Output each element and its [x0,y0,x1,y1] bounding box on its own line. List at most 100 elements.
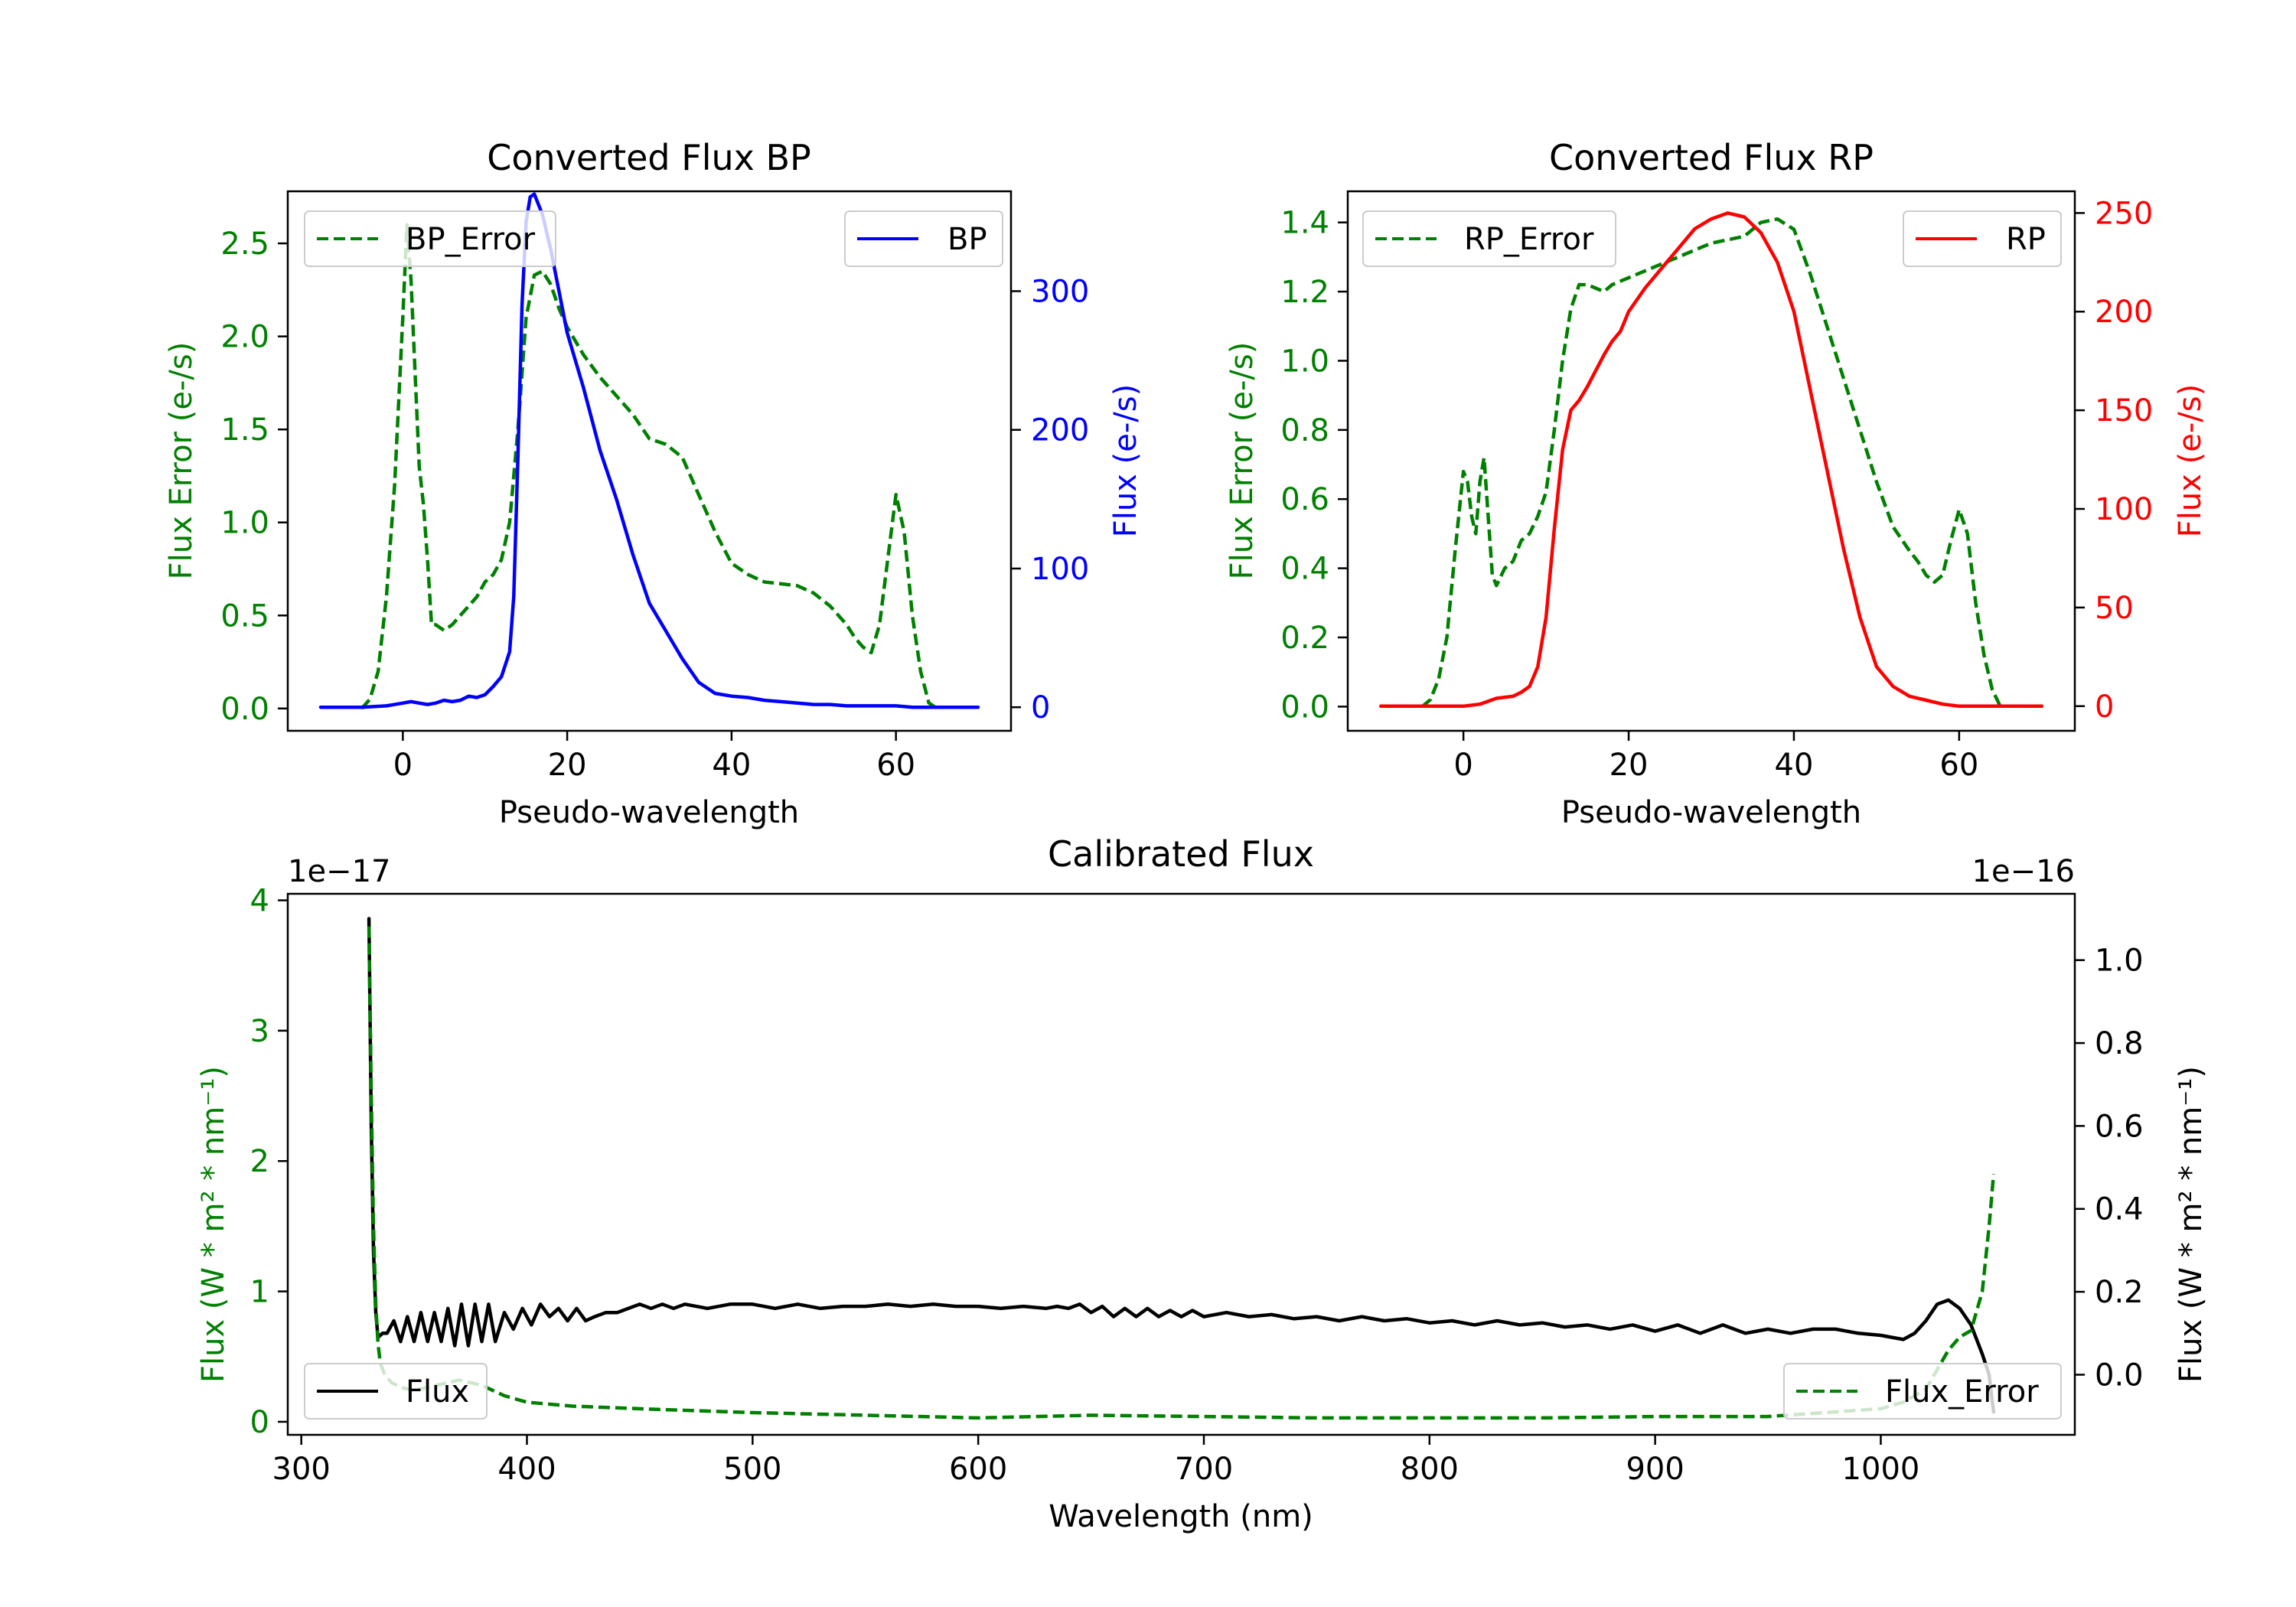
rp-y-ticks-right: 0 50 100 150 200 250 [2075,196,2153,725]
bp-legend-right: BP [844,210,1003,267]
rp-y-left-tick-label: 1.0 [1280,344,1329,379]
rp-y-left-tick-label: 1.4 [1280,206,1329,241]
cal-x-tick-label: 300 [272,1452,331,1487]
bp-x-tick-label: 60 [876,748,915,783]
rp-y-right-tick-label: 150 [2095,393,2153,429]
bp-series [318,192,980,710]
rp-y-right-tick-label: 50 [2095,591,2134,626]
rp-x-tick-label: 20 [1609,748,1649,783]
rp-y-left-tick-label: 0.4 [1280,552,1329,587]
rp-y-left-tick-label: 0.2 [1280,621,1329,656]
rp-series-rp [1378,211,2044,709]
rp-x-tick-label: 60 [1939,748,1978,783]
cal-y-left-tick-label: 3 [250,1014,269,1049]
bp-x-tick-label: 40 [712,748,751,783]
cal-y-right-tick-label: 0.6 [2095,1109,2144,1144]
rp-y-right-tick-label: 250 [2095,196,2153,231]
bp-y-left-tick-label: 0.5 [220,598,269,634]
cal-plot-frame [286,892,2076,1436]
cal-y-left-tick-label: 0 [250,1405,269,1440]
cal-y-ticks-right: 0.0 0.2 0.4 0.6 0.8 1.0 [2075,944,2144,1393]
rp-series-rp-error [1420,217,2002,709]
cal-x-tick-label: 1000 [1842,1452,1920,1487]
rp-chart: Converted Flux RP Pseudo-wavelength Flux… [1225,137,2208,830]
cal-y-ticks-left: 0 1 2 3 4 [250,884,288,1440]
bp-y-left-tick-label: 1.0 [220,506,269,541]
cal-title: Calibrated Flux [1048,833,1314,875]
rp-legend-right-box [1903,210,2062,267]
cal-y-right-tick-label: 0.4 [2095,1192,2144,1227]
rp-legend-left-box [1362,210,1616,267]
bp-legend-left: BP_Error [304,210,556,267]
bp-ylabel-right: Flux (e-/s) [1108,384,1143,537]
bp-y-ticks-left: 0.0 0.5 1.0 1.5 2.0 2.5 [220,227,288,727]
bp-ylabel-left: Flux Error (e-/s) [164,342,199,580]
bp-x-tick-label: 0 [393,748,413,783]
bp-x-ticks: 0 20 40 60 [393,731,915,783]
cal-x-tick-label: 900 [1626,1452,1684,1487]
cal-y-right-tick-label: 0.8 [2095,1026,2144,1061]
rp-ylabel-right: Flux (e-/s) [2173,384,2208,537]
rp-x-tick-label: 40 [1775,748,1814,783]
bp-xlabel: Pseudo-wavelength [499,795,799,830]
cal-y-left-tick-label: 4 [250,884,269,919]
bp-legend-left-box [304,210,556,267]
rp-xlabel: Pseudo-wavelength [1561,795,1861,830]
cal-legend-left-label: Flux [406,1374,469,1410]
rp-title: Converted Flux RP [1549,137,1874,178]
bp-chart: Converted Flux BP Pseudo-wavelength Flux… [164,137,1143,830]
bp-series-bp-error [360,223,938,710]
rp-y-right-tick-label: 100 [2095,492,2153,527]
cal-offset-right: 1e−16 [1972,854,2075,889]
cal-x-tick-label: 600 [949,1452,1007,1487]
rp-legend-left: RP_Error [1362,210,1616,267]
rp-y-left-tick-label: 0.0 [1280,689,1329,725]
bp-legend-right-label: BP [947,222,987,257]
bp-y-right-tick-label: 300 [1031,274,1089,309]
cal-legend-left-box [304,1363,488,1420]
cal-ylabel-right: Flux (W * m² * nm⁻¹) [2174,1066,2209,1383]
rp-plot-frame [1346,190,2076,732]
cal-y-right-tick-label: 0.0 [2095,1358,2144,1393]
rp-legend-left-label: RP_Error [1464,222,1594,257]
cal-offset-left: 1e−17 [288,854,390,889]
bp-y-right-tick-label: 200 [1031,413,1089,448]
bp-y-left-tick-label: 2.5 [220,227,269,262]
cal-legend-right: Flux_Error [1783,1363,2062,1420]
rp-legend-right-label: RP [2006,222,2046,257]
bp-y-right-tick-label: 0 [1031,690,1050,725]
bp-series-bp [318,192,980,709]
bp-legend-right-box [844,210,1003,267]
bp-y-left-tick-label: 0.0 [220,692,269,727]
cal-y-left-tick-label: 1 [250,1275,269,1310]
cal-legend-right-box [1783,1363,2062,1420]
bp-y-ticks-right: 0 100 200 300 [1011,274,1089,725]
cal-x-tick-label: 700 [1175,1452,1233,1487]
bp-legend-left-label: BP_Error [406,222,536,257]
bp-y-left-tick-label: 1.5 [220,412,269,448]
cal-ylabel-left: Flux (W * m² * nm⁻¹) [196,1066,231,1383]
rp-ylabel-left: Flux Error (e-/s) [1225,342,1260,580]
cal-xlabel: Wavelength (nm) [1049,1499,1313,1534]
cal-series-flux [367,917,1996,1414]
bp-y-right-tick-label: 100 [1031,552,1089,587]
rp-series [1378,211,2044,709]
cal-y-right-tick-label: 1.0 [2095,944,2144,979]
cal-y-left-tick-label: 2 [250,1144,269,1179]
rp-x-tick-label: 0 [1453,748,1473,783]
cal-x-tick-label: 500 [723,1452,781,1487]
bp-plot-frame [286,190,1013,732]
rp-y-left-tick-label: 1.2 [1280,275,1329,310]
rp-x-ticks: 0 20 40 60 [1453,731,1978,783]
cal-x-tick-label: 800 [1401,1452,1459,1487]
bp-x-tick-label: 20 [548,748,587,783]
cal-y-right-tick-label: 0.2 [2095,1275,2144,1310]
rp-legend-right: RP [1903,210,2062,267]
cal-x-tick-label: 400 [497,1452,556,1487]
rp-y-left-tick-label: 0.6 [1280,482,1329,517]
rp-y-right-tick-label: 200 [2095,295,2153,330]
bp-y-left-tick-label: 2.0 [220,320,269,355]
cal-legend-left: Flux [304,1363,488,1420]
